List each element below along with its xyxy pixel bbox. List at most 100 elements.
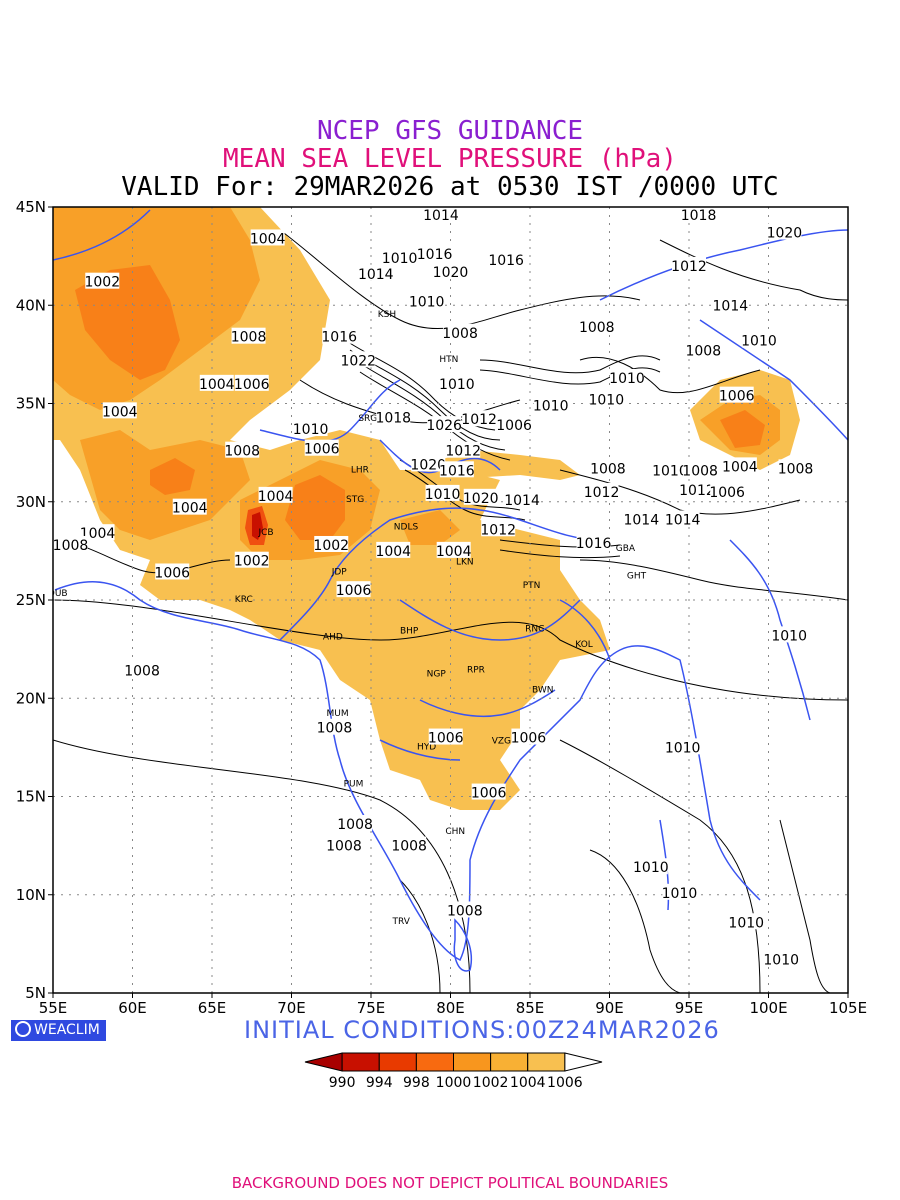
lon-tick-label: 95E bbox=[675, 999, 704, 1017]
contour-label: 1010 bbox=[771, 628, 807, 644]
contour-label-bg bbox=[662, 883, 697, 900]
city-label: HYD bbox=[417, 742, 436, 752]
lat-tick-label: 20N bbox=[16, 689, 46, 707]
weaclim-logo: WEACLIM bbox=[11, 1020, 106, 1041]
contour-label: 1022 bbox=[340, 353, 376, 369]
title-line-2: MEAN SEA LEVEL PRESSURE (hPa) bbox=[223, 144, 677, 174]
contour-label: 1010 bbox=[409, 294, 445, 310]
contour-label: 1008 bbox=[337, 817, 373, 833]
contour-label: 1008 bbox=[685, 343, 721, 359]
contour-label-bg bbox=[584, 482, 619, 499]
contour-label: 1002 bbox=[313, 538, 349, 554]
contour-label-bg bbox=[250, 229, 285, 246]
contour-label-bg bbox=[683, 461, 718, 478]
contour-label-bg bbox=[672, 256, 706, 273]
contour-label-bg bbox=[336, 581, 371, 598]
contour-label-bg bbox=[234, 551, 269, 568]
contour-label-bg bbox=[392, 836, 427, 853]
legend-swatch bbox=[453, 1052, 492, 1072]
lon-tick-label: 85E bbox=[516, 999, 545, 1017]
contour-label: 1004 bbox=[172, 501, 208, 517]
contour-label: 1010 bbox=[662, 886, 698, 902]
contour-label: 1016 bbox=[417, 247, 453, 263]
contour-label: 1012 bbox=[671, 259, 707, 275]
longitude-ticks: 55E 60E 65E 70E 75E 80E 85E 90E 95E 100E 105E bbox=[39, 993, 867, 1017]
contour-label-bg bbox=[576, 534, 611, 551]
legend-swatch bbox=[341, 1052, 380, 1072]
contour-label: 1004 bbox=[375, 544, 411, 560]
contour-label: 1008 bbox=[326, 839, 362, 855]
contour-label: 1016 bbox=[439, 463, 475, 479]
city-label: STG bbox=[346, 495, 364, 505]
contour-label-bg bbox=[481, 520, 516, 537]
fill-1002 bbox=[75, 265, 765, 540]
contour-label: 1020 bbox=[410, 457, 446, 473]
gridlines bbox=[53, 207, 848, 993]
contour-label-bg bbox=[234, 374, 269, 391]
contour-label: 1016 bbox=[321, 330, 357, 346]
legend-level-label: 990 bbox=[329, 1075, 356, 1091]
contour-label: 1014 bbox=[623, 512, 659, 528]
contour-label-bg bbox=[713, 296, 748, 313]
contour-label-bg bbox=[489, 251, 524, 268]
contour-label: 1004 bbox=[80, 526, 116, 542]
city-label: PUM bbox=[344, 780, 364, 790]
legend-level-label: 1006 bbox=[547, 1075, 583, 1091]
contour-label-bg bbox=[719, 386, 754, 403]
contour-label-bg bbox=[433, 262, 468, 279]
contour-label-bg bbox=[446, 441, 481, 458]
contour-label: 1008 bbox=[224, 444, 260, 460]
legend-swatch bbox=[527, 1052, 566, 1072]
contour-label: 1006 bbox=[428, 731, 464, 747]
contour-label: 1026 bbox=[426, 418, 462, 434]
legend-level-label: 998 bbox=[403, 1075, 430, 1091]
contour-label: 1008 bbox=[447, 903, 483, 919]
contour-label: 1006 bbox=[471, 786, 507, 802]
city-label: BWN bbox=[532, 685, 554, 695]
contour-label-bg bbox=[443, 323, 478, 340]
contour-label: 1012 bbox=[679, 483, 715, 499]
contour-label: 1012 bbox=[445, 444, 481, 460]
legend-swatch bbox=[378, 1052, 417, 1072]
contour-label-bg bbox=[417, 245, 452, 262]
lat-tick-label: 10N bbox=[16, 886, 46, 904]
contour-label-bg bbox=[409, 292, 444, 309]
contour-label: 1008 bbox=[124, 664, 160, 680]
contour-label: 1010 bbox=[665, 740, 701, 756]
city-label: RNC bbox=[525, 624, 544, 634]
contour-label: 1006 bbox=[496, 418, 532, 434]
contour-label-bg bbox=[665, 510, 700, 527]
contour-label: 1014 bbox=[504, 493, 540, 509]
contour-label-bg bbox=[533, 396, 568, 413]
contour-label-bg bbox=[463, 488, 498, 505]
coastlines bbox=[53, 209, 848, 972]
contour-label-bg bbox=[497, 416, 532, 433]
city-label: PTN bbox=[523, 581, 541, 591]
contour-label-bg bbox=[764, 950, 799, 967]
contour-label-bg bbox=[462, 410, 497, 427]
contour-label-bg bbox=[155, 563, 190, 580]
contour-label-bg bbox=[199, 374, 234, 391]
contour-label-bg bbox=[317, 718, 352, 735]
map-plot-area: KSH HTN SRG LHR STG NDLS JCB JDP LKN PTN KRC AHD BHP… bbox=[53, 207, 848, 993]
contour-label: 1010 bbox=[728, 915, 764, 931]
contour-label-bg bbox=[681, 207, 716, 222]
legend-swatch bbox=[490, 1052, 529, 1072]
lon-tick-label: 65E bbox=[198, 999, 227, 1017]
contour-label-bg bbox=[376, 408, 411, 425]
contour-label: 1004 bbox=[250, 231, 286, 247]
contour-label: 1004 bbox=[258, 489, 294, 505]
lon-tick-label: 60E bbox=[118, 999, 147, 1017]
contour-label-bg bbox=[447, 901, 482, 918]
contour-label-bg bbox=[665, 738, 700, 755]
contour-label-bg bbox=[53, 535, 88, 552]
contour-label: 1010 bbox=[293, 422, 329, 438]
contour-label-bg bbox=[322, 327, 357, 344]
contour-label: 1016 bbox=[576, 536, 612, 552]
city-label: JDP bbox=[331, 567, 348, 577]
legend-low-arrow bbox=[304, 1052, 343, 1072]
contour-label: 1018 bbox=[681, 208, 717, 224]
contour-label: 1010 bbox=[439, 377, 475, 393]
